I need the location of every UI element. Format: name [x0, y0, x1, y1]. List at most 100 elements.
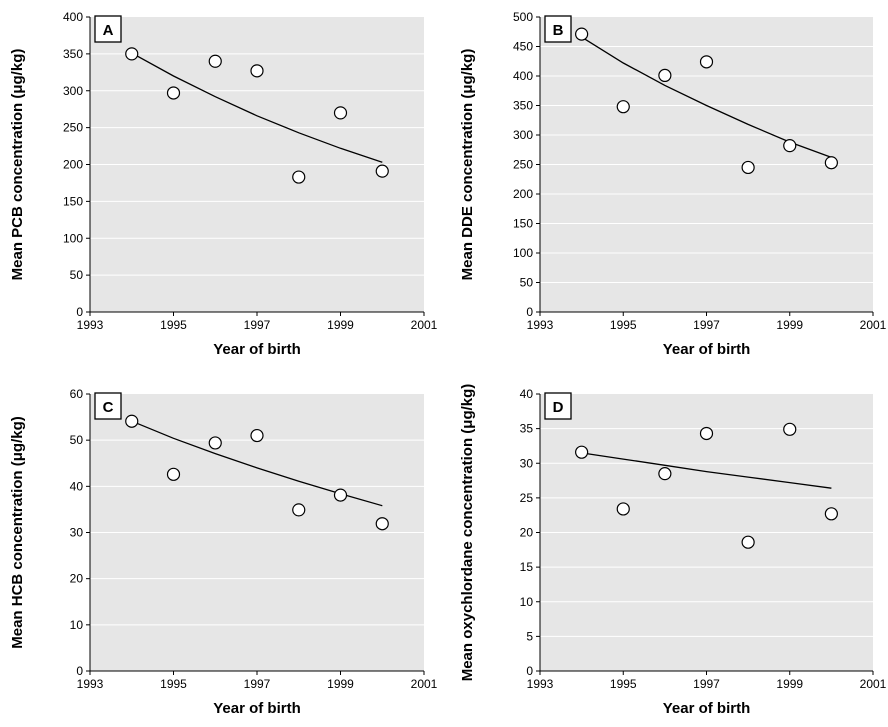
data-point	[616, 502, 630, 516]
data-point	[658, 467, 672, 481]
panel-letter-box	[544, 392, 572, 420]
x-axis-title: Year of birth	[663, 341, 751, 358]
y-tick-label: 50	[70, 268, 84, 282]
x-tick-label: 1995	[160, 318, 187, 332]
x-tick-label: 2001	[860, 318, 887, 332]
y-tick-label: 50	[520, 276, 534, 290]
x-tick-label: 1999	[327, 318, 354, 332]
data-point	[208, 54, 222, 68]
x-axis-title: Year of birth	[663, 700, 751, 717]
y-tick-label: 500	[513, 10, 533, 24]
data-point	[616, 100, 630, 114]
panel-c: 0 10 20 30 40 50 60 1993 1995 1997 1999 2001 C Year o…	[9, 387, 438, 717]
panel-letter: C	[103, 399, 114, 416]
data-point	[333, 106, 348, 120]
y-tick-label: 350	[63, 47, 83, 61]
data-point	[741, 535, 755, 549]
trend-line	[131, 52, 383, 163]
x-tick-label: 1993	[527, 677, 554, 691]
x-tick-label: 1997	[244, 318, 271, 332]
x-tick-label: 1993	[527, 318, 554, 332]
data-point	[208, 436, 222, 450]
panel-d: 0 5 10 15 20 25 30 35 40 1993 1995 1997 1999 2001 D Yea…	[459, 384, 887, 717]
panel-letter: D	[553, 399, 564, 416]
y-tick-label: 0	[76, 664, 83, 678]
y-axis-title: Mean DDE concentration (μg/kg)	[459, 49, 476, 281]
x-tick-label: 1997	[244, 677, 271, 691]
data-point	[250, 428, 264, 443]
y-tick-label: 60	[70, 387, 84, 401]
y-tick-label: 250	[63, 121, 83, 135]
y-tick-label: 0	[526, 305, 533, 319]
y-tick-label: 400	[513, 69, 533, 83]
data-point	[250, 64, 264, 78]
data-point	[292, 503, 306, 517]
x-axis-title: Year of birth	[213, 341, 301, 358]
y-tick-label: 20	[70, 572, 84, 586]
y-tick-label: 250	[513, 158, 533, 172]
panel-letter-box	[544, 15, 572, 43]
y-tick-label: 150	[513, 217, 533, 231]
y-axis-title: Mean oxychlordane concentration (μg/kg)	[459, 384, 476, 682]
data-point	[658, 68, 672, 83]
x-tick-label: 2001	[411, 318, 438, 332]
y-tick-label: 15	[520, 560, 534, 574]
x-axis-title: Year of birth	[213, 700, 301, 717]
data-point	[699, 426, 714, 441]
data-point	[699, 55, 714, 69]
panel-letter-box	[94, 392, 122, 420]
x-tick-label: 1993	[77, 677, 104, 691]
data-point	[166, 86, 181, 100]
panel-letter: A	[103, 22, 114, 39]
y-tick-label: 100	[63, 231, 83, 245]
data-point	[375, 164, 389, 178]
y-tick-label: 30	[70, 526, 84, 540]
data-point	[292, 170, 306, 184]
y-tick-label: 100	[513, 246, 533, 260]
y-tick-label: 200	[63, 158, 83, 172]
x-tick-label: 1995	[610, 318, 637, 332]
y-tick-label: 300	[63, 84, 83, 98]
panel-a: 0 50 100 150 200 250 300 350 400 1993 1995 1997 1999…	[9, 10, 438, 358]
panel-b: 0 50 100 150 200 250 300 350 400 450 500 1993 1995 19…	[459, 10, 887, 358]
y-axis-title: Mean PCB concentration (μg/kg)	[9, 49, 26, 281]
y-tick-label: 450	[513, 40, 533, 54]
y-tick-label: 35	[520, 422, 534, 436]
y-tick-label: 20	[520, 526, 534, 540]
x-tick-label: 1999	[776, 318, 803, 332]
y-tick-label: 0	[526, 664, 533, 678]
trend-line	[581, 452, 832, 489]
y-tick-label: 300	[513, 128, 533, 142]
y-axis-title: Mean HCB concentration (μg/kg)	[9, 416, 26, 649]
data-point	[783, 139, 797, 153]
data-point	[575, 27, 589, 41]
panel-letter-box	[94, 15, 122, 43]
data-point	[166, 467, 181, 481]
y-tick-label: 30	[520, 456, 534, 470]
y-tick-label: 400	[63, 10, 83, 24]
y-tick-label: 10	[520, 595, 534, 609]
data-point	[824, 156, 838, 170]
y-tick-label: 0	[76, 305, 83, 319]
y-tick-label: 40	[520, 387, 534, 401]
data-point	[333, 488, 348, 502]
y-tick-label: 150	[63, 194, 83, 208]
y-tick-label: 5	[526, 629, 533, 643]
x-tick-label: 1995	[160, 677, 187, 691]
y-tick-label: 350	[513, 99, 533, 113]
x-tick-label: 1995	[610, 677, 637, 691]
x-tick-label: 1997	[693, 677, 720, 691]
data-point	[375, 517, 389, 531]
data-point	[783, 422, 797, 436]
y-tick-label: 10	[70, 618, 84, 632]
y-tick-label: 40	[70, 479, 84, 493]
x-tick-label: 1999	[327, 677, 354, 691]
data-point	[741, 160, 755, 175]
y-tick-label: 200	[513, 187, 533, 201]
data-point	[824, 507, 838, 521]
data-point	[575, 445, 589, 459]
y-tick-label: 25	[520, 491, 534, 505]
data-point	[125, 414, 139, 428]
x-tick-label: 2001	[860, 677, 887, 691]
